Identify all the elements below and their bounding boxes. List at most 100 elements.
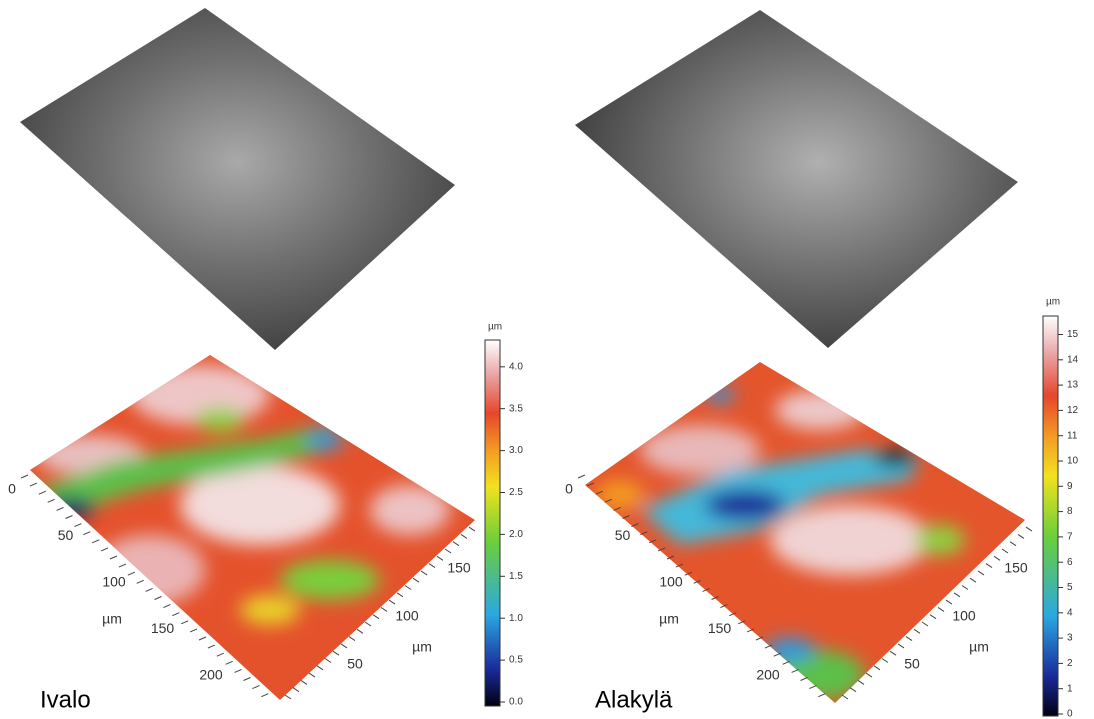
- colorbar-tick-label: 5: [1067, 582, 1073, 593]
- colorbar-tick-label: 0.5: [509, 655, 523, 666]
- axis-hatch: [453, 542, 459, 546]
- height-map: [575, 350, 1035, 710]
- axis-hatch: [801, 678, 808, 681]
- axis-hatch: [74, 524, 81, 527]
- colorbar-tick-label: 1.0: [509, 613, 523, 624]
- axis-hatch: [110, 556, 117, 559]
- colorbar-tick-label: 15: [1067, 329, 1079, 340]
- axis-hatch: [39, 491, 46, 494]
- y-axis-unit: µm: [412, 639, 432, 655]
- axis-hatch: [349, 637, 355, 641]
- axis-hatch: [155, 597, 162, 600]
- colorbar-tick-label: 9: [1067, 481, 1073, 492]
- axis-hatch: [244, 678, 251, 681]
- axis-hatch: [317, 666, 323, 670]
- axis-hatch: [172, 613, 179, 616]
- axis-hatch: [1026, 527, 1032, 531]
- y-tick-label: 150: [447, 560, 471, 576]
- axis-hatch: [235, 669, 242, 672]
- axis-hatch: [217, 653, 224, 656]
- axis-hatch: [190, 629, 197, 632]
- axis-hatch: [199, 637, 206, 640]
- axis-hatch: [137, 580, 144, 583]
- axis-hatch: [381, 607, 387, 611]
- axis-hatch: [309, 673, 315, 677]
- axis-hatch: [208, 645, 215, 648]
- surface-gray: [575, 10, 1018, 348]
- axis-hatch: [301, 680, 307, 684]
- axis-hatch: [119, 564, 126, 567]
- panel-label: Ivalo: [40, 686, 91, 713]
- colorbar-tick-label: 1: [1067, 683, 1073, 694]
- figure: 050100150200µm50100150µm0.00.51.01.52.02…: [0, 0, 1094, 719]
- axis-hatch: [970, 578, 976, 582]
- axis-hatch: [373, 615, 379, 619]
- axis-hatch: [437, 556, 443, 560]
- x-tick-label: 50: [615, 527, 631, 543]
- x-tick-label: 200: [199, 667, 223, 683]
- axis-hatch: [57, 507, 64, 510]
- axis-hatch: [858, 680, 864, 684]
- axis-hatch: [101, 548, 108, 551]
- colorbar-tick-label: 2: [1067, 658, 1073, 669]
- x-tick-label: 0: [8, 481, 16, 497]
- axis-hatch: [842, 695, 848, 699]
- x-tick-label: 50: [58, 527, 74, 543]
- axis-hatch: [578, 475, 585, 478]
- colorbar-tick-label: 4.0: [509, 361, 523, 372]
- colorbar-tick-label: 2.0: [509, 529, 523, 540]
- axis-hatch: [906, 637, 912, 641]
- axis-hatch: [226, 661, 233, 664]
- axis-hatch: [397, 593, 403, 597]
- axis-hatch: [445, 549, 451, 553]
- axis-hatch: [922, 622, 928, 626]
- x-tick-label: 100: [659, 574, 683, 590]
- axis-hatch: [405, 586, 411, 590]
- axis-hatch: [1018, 534, 1024, 538]
- axis-hatch: [850, 688, 856, 692]
- axis-hatch: [946, 600, 952, 604]
- y-tick-label: 50: [904, 656, 920, 672]
- x-axis-unit: µm: [659, 611, 679, 627]
- axis-hatch: [914, 629, 920, 633]
- axis-hatch: [285, 695, 291, 699]
- y-tick-label: 50: [347, 656, 363, 672]
- axis-hatch: [163, 605, 170, 608]
- axis-hatch: [890, 651, 896, 655]
- axis-hatch: [92, 540, 99, 543]
- axis-hatch: [83, 532, 90, 535]
- axis-hatch: [325, 659, 331, 663]
- panel-label: Alakylä: [595, 686, 673, 713]
- axis-hatch: [146, 588, 153, 591]
- axis-hatch: [962, 586, 968, 590]
- colorbar-tick-label: 1.5: [509, 571, 523, 582]
- axis-hatch: [357, 629, 363, 633]
- colorbar-tick-label: 13: [1067, 380, 1079, 391]
- x-axis-unit: µm: [102, 611, 122, 627]
- colorbar-tick-label: 3: [1067, 633, 1073, 644]
- axis-hatch: [938, 607, 944, 611]
- colorbar-tick-label: 0.0: [509, 697, 523, 708]
- axis-hatch: [181, 621, 188, 624]
- colorbar-tick-label: 7: [1067, 532, 1073, 543]
- colorbar-unit: µm: [1046, 297, 1060, 308]
- axis-hatch: [954, 593, 960, 597]
- x-tick-label: 150: [151, 620, 175, 636]
- axis-hatch: [469, 527, 475, 531]
- axis-hatch: [818, 694, 825, 697]
- axis-hatch: [1002, 549, 1008, 553]
- axis-hatch: [930, 615, 936, 619]
- axis-hatch: [66, 516, 73, 519]
- axis-hatch: [792, 669, 799, 672]
- axis-hatch: [261, 694, 268, 697]
- colorbar: [485, 340, 500, 706]
- colorbar-tick-label: 4: [1067, 607, 1073, 618]
- axis-hatch: [994, 556, 1000, 560]
- x-tick-label: 150: [708, 620, 732, 636]
- colorbar-tick-label: 3.5: [509, 403, 523, 414]
- colorbar-unit: µm: [488, 322, 502, 333]
- axis-hatch: [333, 651, 339, 655]
- colorbar-tick-label: 10: [1067, 456, 1079, 467]
- colorbar-tick-label: 14: [1067, 354, 1079, 365]
- axis-hatch: [986, 564, 992, 568]
